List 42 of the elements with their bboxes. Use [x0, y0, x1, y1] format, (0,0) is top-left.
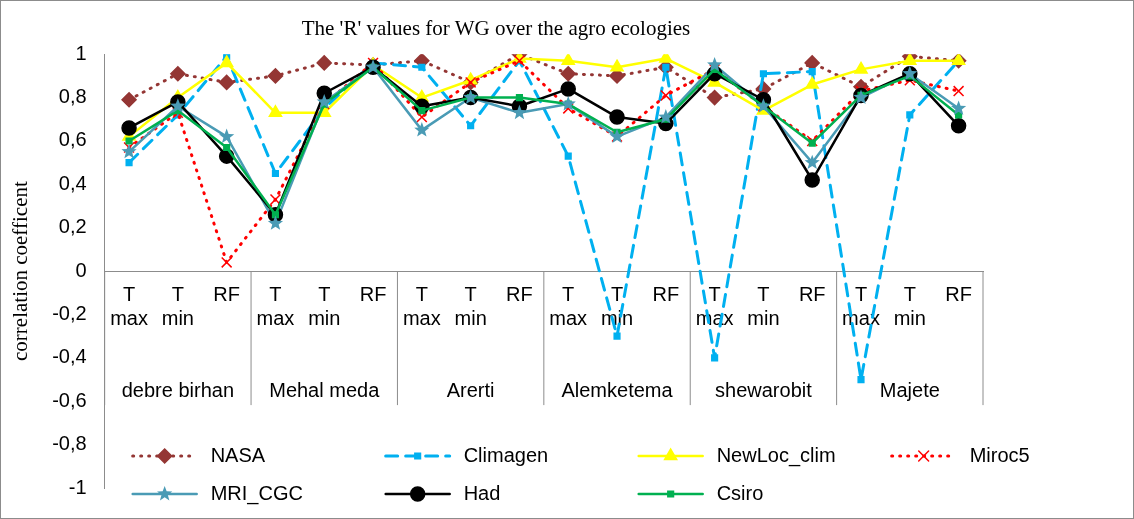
x-tick-label: T max — [549, 282, 588, 329]
chart-title: The 'R' values for WG over the agro ecologies — [301, 16, 691, 41]
y-tick-label: 0,4 — [58, 171, 87, 194]
annotation: Arerti — [446, 378, 495, 401]
x-tick-label: T max — [110, 282, 148, 329]
x-tick-label: T max — [256, 282, 295, 329]
x-tick-label: T min — [893, 282, 926, 329]
x-tick-label: T min — [308, 282, 341, 329]
legend-label: NASA — [210, 443, 266, 466]
y-tick-label: 1 — [75, 41, 87, 64]
x-tick-label: T max — [842, 282, 880, 329]
x-tick-label: T max — [402, 282, 441, 329]
annotation: shewarobit — [715, 378, 813, 401]
x-tick-label: RF — [213, 282, 240, 305]
x-tick-label: RF — [506, 282, 533, 305]
y-axis-title: correlation coefficent — [8, 181, 33, 361]
annotation: debre birhan — [121, 378, 235, 401]
y-tick-label: -0,4 — [52, 345, 87, 368]
legend-label: Climagen — [463, 443, 549, 466]
legend-label: Csiro — [716, 481, 764, 504]
legend-label: Miroc5 — [969, 443, 1030, 466]
y-tick-label: 0 — [75, 258, 87, 281]
y-tick-label: 0,8 — [58, 85, 87, 108]
x-tick-label: RF — [798, 282, 826, 305]
x-tick-label: T min — [161, 282, 194, 329]
y-tick-label: -0,2 — [52, 302, 87, 324]
y-tick-label: -0,8 — [52, 432, 87, 455]
legend-label: MRI_CGC — [210, 481, 303, 505]
x-tick-label: T min — [454, 282, 487, 329]
y-tick-label: 0,6 — [58, 128, 87, 151]
annotation: Mehal meda — [269, 378, 381, 401]
annotation: Alemketema — [561, 378, 674, 401]
annotation: Majete — [879, 378, 940, 401]
y-tick-label: -1 — [68, 475, 87, 498]
x-tick-label: RF — [359, 282, 387, 305]
y-tick-label: -0,6 — [52, 388, 87, 411]
x-tick-label: RF — [945, 282, 972, 305]
legend-label: Had — [463, 481, 501, 504]
y-tick-label: 0,2 — [58, 215, 87, 238]
x-tick-label: T min — [747, 282, 780, 329]
legend-label: NewLoc_clim — [716, 443, 836, 467]
x-tick-label: RF — [652, 282, 680, 305]
